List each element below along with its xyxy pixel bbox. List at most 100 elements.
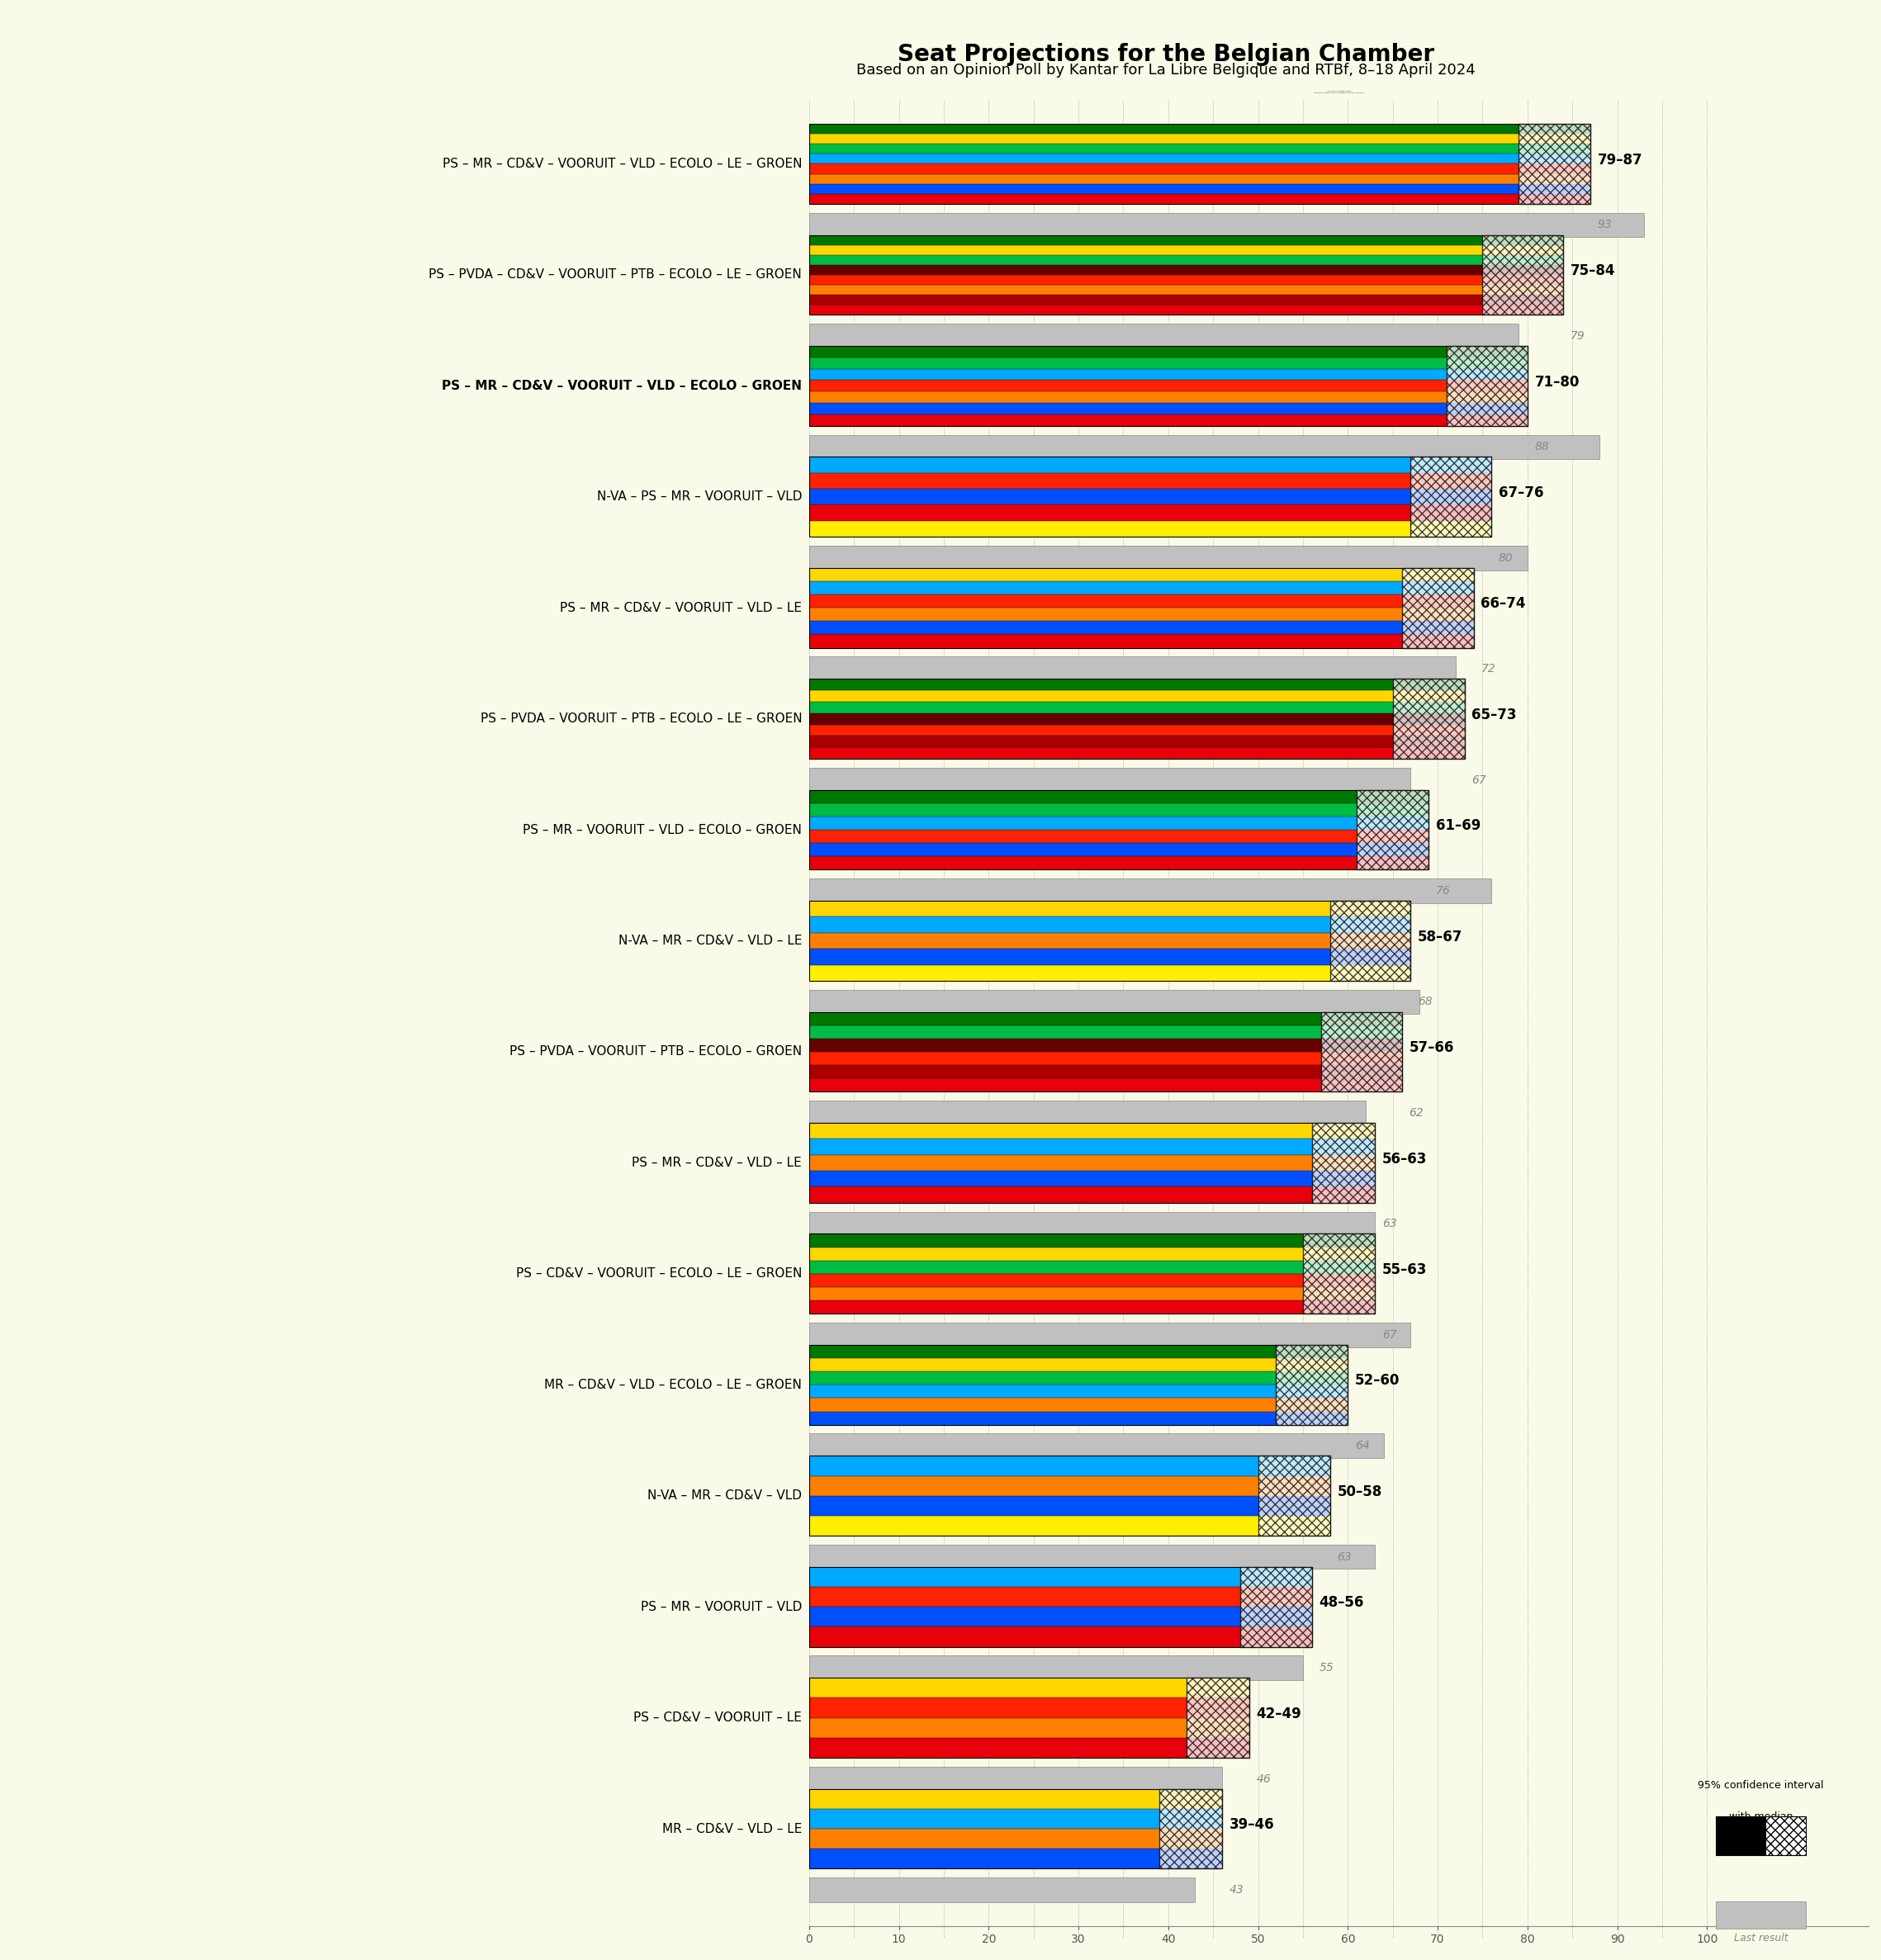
Text: 50–58: 50–58 <box>1337 1484 1383 1499</box>
Bar <box>809 1495 1330 1515</box>
Bar <box>1330 902 1411 980</box>
Bar <box>809 1433 1384 1458</box>
Text: 71–80: 71–80 <box>1535 374 1580 390</box>
Bar <box>809 790 1430 870</box>
Bar <box>1766 1817 1806 1854</box>
Bar <box>1356 790 1430 870</box>
Text: 75–84: 75–84 <box>1571 263 1616 278</box>
Bar <box>1159 1789 1223 1868</box>
Bar <box>809 678 1465 759</box>
Bar <box>1311 1123 1375 1203</box>
Bar <box>809 284 1563 294</box>
Bar <box>1187 1678 1249 1758</box>
Text: N-VA – MR – CD&V – VLD – LE: N-VA – MR – CD&V – VLD – LE <box>619 935 801 947</box>
Bar <box>809 678 1465 690</box>
Text: 55–63: 55–63 <box>1383 1262 1428 1278</box>
Text: 80: 80 <box>1499 553 1514 564</box>
Bar <box>809 214 1644 237</box>
Bar <box>809 1358 1349 1372</box>
Bar <box>809 1274 1375 1288</box>
Bar <box>809 414 1527 425</box>
Bar <box>809 1025 1401 1039</box>
Bar <box>809 964 1411 980</box>
Bar <box>809 1566 1311 1588</box>
Text: 55: 55 <box>1319 1662 1334 1674</box>
Bar <box>809 1102 1366 1125</box>
Bar <box>1715 1817 1766 1854</box>
Bar <box>809 1656 1304 1680</box>
Bar <box>809 457 1492 472</box>
Text: 48–56: 48–56 <box>1319 1595 1364 1611</box>
Bar <box>809 790 1430 804</box>
Text: 67–76: 67–76 <box>1499 486 1544 500</box>
Text: PS – MR – VOORUIT – VLD – ECOLO – GROEN: PS – MR – VOORUIT – VLD – ECOLO – GROEN <box>523 823 801 837</box>
Bar <box>809 1235 1375 1313</box>
Bar <box>809 506 1492 521</box>
Bar <box>809 1739 1249 1758</box>
Bar <box>809 404 1527 414</box>
Bar <box>809 1011 1401 1025</box>
Text: 72: 72 <box>1480 662 1495 674</box>
Text: Last result: Last result <box>1734 1933 1789 1942</box>
Text: 79–87: 79–87 <box>1597 153 1642 167</box>
Text: PS – MR – CD&V – VOORUIT – VLD – LE: PS – MR – CD&V – VOORUIT – VLD – LE <box>561 602 801 613</box>
Bar <box>809 345 1527 357</box>
Bar <box>809 123 1589 133</box>
Text: N-VA – MR – CD&V – VLD: N-VA – MR – CD&V – VLD <box>647 1490 801 1501</box>
Bar <box>809 1397 1349 1411</box>
Bar <box>809 392 1527 404</box>
Text: 63: 63 <box>1383 1217 1396 1229</box>
Text: 43: 43 <box>1230 1884 1243 1895</box>
Bar <box>1258 1456 1330 1537</box>
Text: 95% confidence interval: 95% confidence interval <box>1699 1780 1825 1791</box>
Bar <box>809 829 1430 843</box>
Bar <box>809 294 1563 306</box>
Bar <box>809 949 1411 964</box>
Bar <box>809 747 1465 759</box>
Bar <box>809 143 1589 155</box>
Bar <box>809 1627 1311 1646</box>
Bar <box>809 184 1589 194</box>
Bar <box>809 1123 1375 1139</box>
Bar <box>809 457 1492 537</box>
Bar <box>809 1011 1401 1092</box>
Bar <box>809 1170 1375 1186</box>
Bar <box>809 702 1465 713</box>
Text: 68: 68 <box>1418 996 1433 1007</box>
Bar <box>809 194 1589 204</box>
Bar <box>809 608 1473 621</box>
Bar <box>809 1697 1249 1717</box>
Bar <box>809 902 1411 917</box>
Bar <box>809 1588 1311 1607</box>
Bar <box>809 1186 1375 1203</box>
Text: 61–69: 61–69 <box>1435 819 1480 833</box>
Bar <box>809 917 1411 933</box>
Bar <box>809 174 1589 184</box>
Text: 39–46: 39–46 <box>1230 1817 1275 1833</box>
Text: MR – CD&V – VLD – LE: MR – CD&V – VLD – LE <box>662 1823 801 1835</box>
Bar <box>809 165 1589 174</box>
Bar <box>809 274 1563 284</box>
Bar <box>809 133 1589 143</box>
Text: PS – PVDA – VOORUIT – PTB – ECOLO – LE – GROEN: PS – PVDA – VOORUIT – PTB – ECOLO – LE –… <box>480 713 801 725</box>
Bar <box>1275 1345 1349 1425</box>
Text: PS – MR – CD&V – VOORUIT – VLD – ECOLO – LE – GROEN: PS – MR – CD&V – VOORUIT – VLD – ECOLO –… <box>442 157 801 171</box>
Bar <box>809 1456 1330 1537</box>
Bar <box>809 933 1411 949</box>
Bar <box>809 1078 1401 1092</box>
Text: 67: 67 <box>1383 1329 1396 1341</box>
Bar <box>809 1789 1223 1809</box>
Bar <box>809 1515 1330 1537</box>
Bar <box>809 1386 1349 1397</box>
Bar <box>809 857 1430 870</box>
Bar <box>809 990 1420 1013</box>
Text: 76: 76 <box>1435 886 1450 896</box>
Bar <box>809 1829 1223 1848</box>
Bar <box>809 357 1527 368</box>
Text: 62: 62 <box>1409 1107 1424 1119</box>
Bar <box>809 1154 1375 1170</box>
Text: 93: 93 <box>1597 220 1612 231</box>
Bar <box>809 657 1456 680</box>
Bar <box>809 843 1430 857</box>
Bar <box>809 1288 1375 1299</box>
